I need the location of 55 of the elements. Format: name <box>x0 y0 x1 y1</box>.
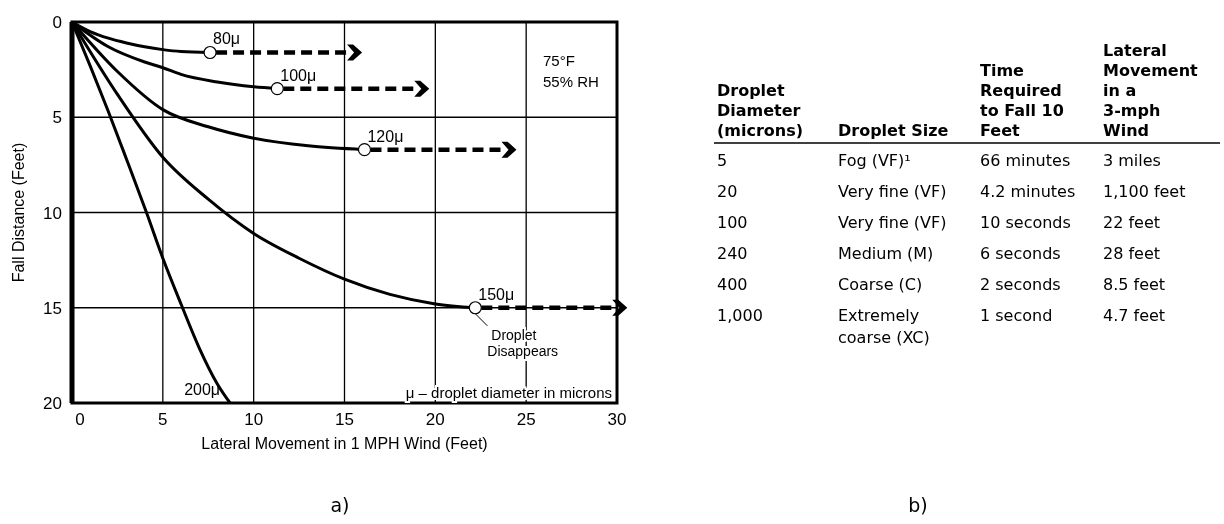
text: 4.2 minutes <box>980 182 1076 201</box>
y-tick-label: 15 <box>43 298 62 318</box>
text: 1,000 <box>717 306 763 325</box>
annotation: 150μ <box>478 285 515 303</box>
annotation: 200μ <box>184 381 221 398</box>
text: 4.7 feet <box>1103 306 1166 325</box>
x-tick-label: 20 <box>425 410 445 429</box>
text: 400 <box>717 275 748 294</box>
text: b) <box>908 494 928 516</box>
x-tick-label: 30 <box>607 410 627 429</box>
text: 100 <box>717 213 748 232</box>
annotation: 100μ <box>280 66 317 84</box>
annotation: 120μ <box>367 127 404 145</box>
x-tick-label: 10 <box>244 410 264 429</box>
text: 5 <box>717 151 728 170</box>
point <box>468 301 482 315</box>
text: 10 seconds <box>980 213 1071 232</box>
text: Lateral Movement in a 3-mph Wind <box>1103 41 1199 140</box>
x-axis-title: Lateral Movement in 1 MPH Wind (Feet) <box>201 435 488 452</box>
x-tick-label: 25 <box>516 410 536 429</box>
y-tick-label: 0 <box>52 13 62 32</box>
text: Coarse (C) <box>838 275 923 294</box>
text: Very fine (VF) <box>838 182 947 201</box>
x-tick-label: 0 <box>75 410 85 429</box>
text: Medium (M) <box>838 244 934 263</box>
text: 28 feet <box>1103 244 1161 263</box>
text: 6 seconds <box>980 244 1061 263</box>
y-tick-label: 20 <box>43 394 62 413</box>
text: 1 second <box>980 306 1053 325</box>
annotation: 75°F <box>543 52 575 69</box>
text: Time Required to Fall 10 Feet <box>980 61 1064 140</box>
x-tick-label: 15 <box>335 410 354 429</box>
text: Very fine (VF) <box>838 213 947 232</box>
x-tick-label: 5 <box>158 410 168 429</box>
text: 66 minutes <box>980 151 1071 170</box>
text: 8.5 feet <box>1103 275 1166 294</box>
text: 1,100 feet <box>1103 182 1186 201</box>
text: Droplet Size <box>838 121 949 140</box>
point <box>203 45 217 60</box>
point <box>357 143 372 157</box>
text: 3 miles <box>1103 151 1161 170</box>
text: Extremely coarse (XC) <box>838 306 930 347</box>
y-tick-label: 10 <box>43 203 62 223</box>
text: Fog (VF)¹ <box>838 151 911 170</box>
text: a) <box>330 494 350 516</box>
y-axis-title: Fall Distance (Feet) <box>10 142 27 283</box>
text: 2 seconds <box>980 275 1061 294</box>
y-tick-label: 5 <box>52 108 62 128</box>
text: 240 <box>717 244 748 263</box>
text: 20 <box>717 182 738 201</box>
point <box>270 82 284 96</box>
text: 22 feet <box>1103 213 1161 232</box>
text: Droplet Diameter (microns) <box>717 81 804 140</box>
annotation: 55% RH <box>543 73 599 90</box>
annotation: 80μ <box>213 30 241 48</box>
